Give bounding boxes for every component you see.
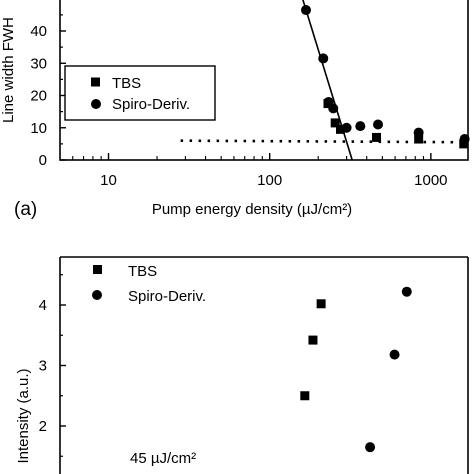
panel-a-frame	[59, 0, 469, 161]
panel-b-y-ticks: 2 3 4	[39, 274, 66, 457]
panel-b-spiro-point	[365, 442, 376, 453]
panel-a-y-tick-label: 20	[30, 88, 47, 105]
panel-a-points	[301, 5, 470, 149]
panel-a-legend: TBS Spiro-Deriv.	[64, 65, 216, 121]
panel-b-legend-spiro-marker	[92, 290, 102, 300]
panel-b-legend-tbs-marker	[93, 265, 102, 274]
panel-a-tbs-point	[414, 134, 424, 144]
panel-a-tbs-point	[330, 118, 340, 128]
panel-a-label: (a)	[14, 199, 37, 220]
panel-b: 2 3 4 Intensity (a.u.) 45 µJ/cm² TBS Spiro…	[15, 256, 469, 474]
panel-a-spiro-point	[301, 5, 312, 16]
panel-a-tbs-point	[372, 132, 382, 142]
panel-b-tbs-point	[308, 335, 318, 345]
panel-a-legend-tbs-label: TBS	[112, 75, 141, 92]
panel-a-legend-spiro-marker	[91, 99, 101, 109]
panel-a-spiro-point	[413, 127, 424, 138]
panel-b-y-tick-label: 3	[39, 358, 47, 375]
panel-a-y-ticks: 0 10 20 30 40	[30, 14, 66, 169]
panel-a-x-tick-label: 10	[100, 172, 117, 189]
panel-a-threshold-fit-line	[302, 0, 353, 161]
panel-b-spiro-point	[389, 349, 400, 360]
panel-b-legend: TBS Spiro-Deriv.	[92, 263, 206, 305]
panel-a-x-ticks: 10 100 1000	[72, 153, 448, 189]
panel-a-y-tick-label: 40	[30, 23, 47, 40]
panel-b-tbs-point	[300, 391, 310, 401]
panel-a-tbs-point	[335, 124, 345, 134]
panel-b-annotation: 45 µJ/cm²	[130, 450, 196, 467]
panel-a-y-tick-label: 30	[30, 55, 47, 72]
panel-a-legend-tbs-marker	[91, 77, 100, 87]
panel-a-y-tick-label: 0	[39, 152, 47, 169]
panel-a-spiro-point	[355, 121, 366, 132]
panel-b-tbs-point	[316, 299, 326, 309]
panel-b-points	[300, 286, 412, 453]
panel-a-legend-box	[64, 65, 216, 121]
panel-a-spiro-point	[373, 119, 384, 130]
panel-a-saturation-line	[180, 139, 469, 144]
panel-a: 0 10 20 30 40 10 100 1000 Line width FWH Pump …	[0, 0, 470, 220]
panel-b-y-axis-label: Intensity (a.u.)	[15, 368, 32, 463]
panel-a-spiro-point	[328, 103, 339, 114]
panel-b-legend-spiro-label: Spiro-Deriv.	[128, 288, 206, 305]
panel-b-y-tick-label: 2	[39, 418, 47, 435]
panel-a-spiro-point	[459, 134, 470, 145]
panel-a-x-tick-label: 100	[257, 172, 282, 189]
panel-a-spiro-point	[318, 53, 329, 64]
panel-a-spiro-point	[341, 122, 352, 133]
panel-a-y-axis-label: Line width FWH	[0, 17, 17, 123]
panel-a-x-tick-label: 1000	[414, 172, 447, 189]
panel-a-legend-spiro-label: Spiro-Deriv.	[112, 96, 190, 113]
panel-a-fit-lines	[180, 0, 469, 161]
panel-b-legend-tbs-label: TBS	[128, 263, 157, 280]
panel-b-spiro-point	[401, 286, 412, 297]
panel-a-x-axis-label: Pump energy density (µJ/cm²)	[152, 201, 352, 218]
panel-a-y-tick-label: 10	[30, 120, 47, 137]
panel-b-y-tick-label: 4	[39, 297, 47, 314]
